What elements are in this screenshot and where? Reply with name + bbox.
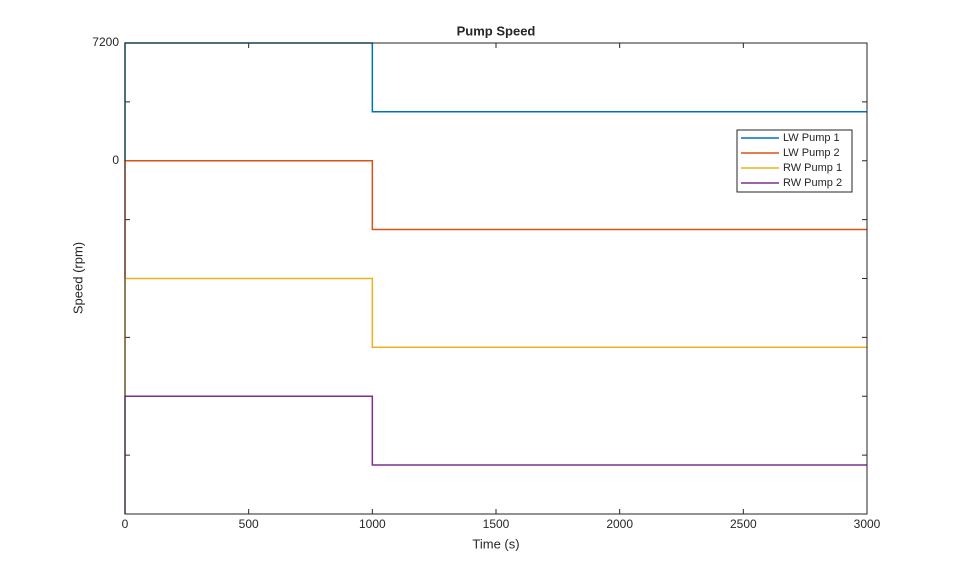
legend-label: RW Pump 1 bbox=[783, 162, 842, 174]
x-tick-label: 1000 bbox=[359, 517, 386, 531]
y-tick-label: 7200 bbox=[92, 35, 119, 49]
legend-box bbox=[736, 129, 853, 193]
legend-label: LW Pump 2 bbox=[783, 147, 840, 159]
legend-label: LW Pump 1 bbox=[783, 132, 840, 144]
x-tick-label: 500 bbox=[239, 517, 259, 531]
y-tick-label: 0 bbox=[112, 153, 119, 167]
axes-box bbox=[124, 42, 868, 515]
y-axis-label: Speed (rpm) bbox=[70, 242, 85, 314]
x-tick-label: 2000 bbox=[606, 517, 633, 531]
legend: LW Pump 1 LW Pump 2 RW Pump 1 RW Pump 2 bbox=[736, 129, 853, 193]
chart-title: Pump Speed bbox=[457, 23, 536, 38]
x-tick-label: 1500 bbox=[483, 517, 510, 531]
x-axis-label: Time (s) bbox=[472, 536, 519, 551]
x-tick-label: 0 bbox=[122, 517, 129, 531]
legend-label: RW Pump 2 bbox=[783, 177, 842, 189]
x-tick-label: 2500 bbox=[730, 517, 757, 531]
x-tick-label: 3000 bbox=[854, 517, 881, 531]
